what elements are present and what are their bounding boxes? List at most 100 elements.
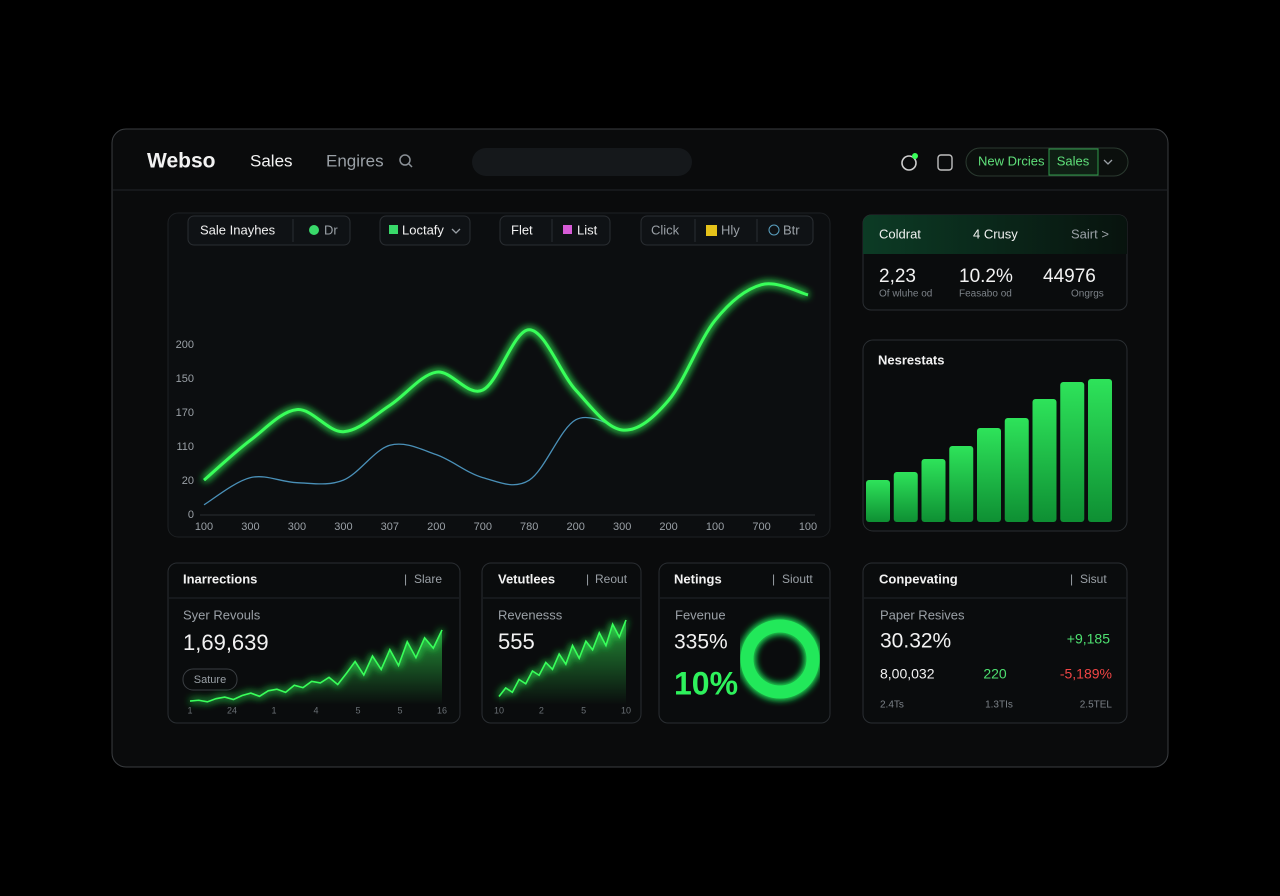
donut-ring [740, 619, 820, 699]
y-tick-label: 170 [176, 407, 194, 419]
x-tick-label: 5 [355, 705, 360, 715]
x-tick-label: 10 [494, 705, 504, 715]
doc-icon[interactable] [937, 154, 953, 171]
button-active[interactable] [1048, 148, 1099, 176]
nav-item[interactable]: Sales [250, 151, 293, 170]
pill-button[interactable] [182, 668, 238, 691]
metric: 220 [983, 666, 1007, 682]
footnote: 1.3TIs [985, 700, 1013, 711]
card-label: Fevenue [675, 607, 726, 622]
pill-button-label[interactable]: Sature [194, 674, 226, 686]
chip-icon [706, 225, 717, 236]
series-line [203, 282, 809, 482]
card-label: Paper Resives [880, 607, 965, 622]
footnote: 2.4Ts [880, 700, 904, 711]
x-tick-label: 1 [187, 705, 192, 715]
tab[interactable]: 4 Crusy [973, 226, 1018, 241]
bar [949, 446, 974, 522]
bar [921, 459, 946, 522]
bar [1060, 382, 1085, 522]
card [862, 562, 1128, 724]
bar [866, 480, 890, 522]
card-action[interactable]: Reout [595, 572, 628, 586]
chip-label[interactable]: Loctafy [402, 222, 444, 237]
card-title: Vetutlees [498, 571, 555, 586]
chip-icon [563, 225, 572, 234]
chip-label[interactable]: Btr [783, 222, 800, 237]
clock-icon[interactable] [901, 153, 918, 171]
nav-item[interactable]: Engires [326, 151, 384, 170]
x-tick-label: 300 [241, 521, 259, 533]
line-chart-card [167, 212, 831, 538]
area-fill [499, 620, 626, 705]
card-action[interactable]: | [772, 572, 775, 586]
chip-label[interactable]: Sale Inayhes [200, 222, 276, 237]
card-label: Syer Revouls [183, 607, 261, 622]
card-title: Nesrestats [878, 352, 945, 367]
stat-value: 44976 [1043, 266, 1096, 287]
card-action[interactable]: | [404, 572, 407, 586]
bar-chart [866, 379, 1112, 522]
dropdown-caret [451, 228, 461, 234]
chip-icon [389, 225, 398, 234]
card-figure: 335% [674, 631, 728, 654]
area-line [498, 619, 627, 697]
card-title: Inarrections [183, 571, 257, 586]
stat-label: Ongrgs [1071, 289, 1104, 300]
x-tick-label: 100 [799, 521, 817, 533]
chip-label[interactable]: Click [651, 222, 680, 237]
sparkline: 1 24 1 4 5 5 16 [187, 629, 447, 715]
x-tick-label: 700 [752, 521, 770, 533]
series-line [203, 416, 623, 506]
stat-value: 10.2% [959, 266, 1013, 287]
metric: -5,189% [1060, 666, 1112, 682]
bar [977, 428, 1001, 522]
card-title: Netings [674, 571, 722, 586]
y-tick-label: 200 [176, 339, 194, 351]
x-tick-label: 307 [381, 521, 399, 533]
chip-label[interactable]: Hly [721, 222, 740, 237]
search-bar[interactable] [472, 148, 692, 176]
button[interactable]: Sales [1057, 153, 1090, 168]
card-title: Conpevating [879, 571, 958, 586]
x-tick-label: 300 [334, 521, 352, 533]
chip[interactable] [379, 215, 471, 246]
chip[interactable] [499, 215, 611, 246]
area-fill [190, 629, 442, 705]
chip-label[interactable]: Flet [511, 222, 533, 237]
stat-label: Feasabo od [959, 289, 1012, 300]
dropdown-caret[interactable] [1103, 159, 1113, 165]
y-tick-label: 20 [182, 475, 194, 487]
x-tick-label: 24 [227, 705, 237, 715]
chip[interactable] [187, 215, 351, 246]
x-tick-label: 5 [397, 705, 402, 715]
x-tick-label: 16 [437, 705, 447, 715]
chip[interactable] [640, 215, 814, 246]
bar [893, 472, 918, 522]
button[interactable]: New Drcies [978, 153, 1045, 168]
card-action[interactable]: Slare [414, 572, 442, 586]
chip-icon [309, 225, 319, 235]
x-tick-label: 780 [520, 521, 538, 533]
chip-label[interactable]: List [577, 222, 598, 237]
x-tick-label: 300 [288, 521, 306, 533]
search-icon[interactable] [399, 154, 413, 168]
x-tick-label: 200 [427, 521, 445, 533]
x-tick-label: 100 [195, 521, 213, 533]
brand: Webso [147, 150, 215, 173]
y-tick-label: 110 [176, 441, 194, 453]
bar [1004, 418, 1029, 522]
card-action[interactable]: | [1070, 572, 1073, 586]
card-action[interactable]: Sisut [1080, 572, 1107, 586]
tab[interactable]: Sairt > [1071, 226, 1109, 241]
x-tick-label: 5 [581, 705, 586, 715]
chip-label[interactable]: Dr [324, 222, 338, 237]
tab[interactable]: Coldrat [879, 226, 921, 241]
x-tick-label: 2 [539, 705, 544, 715]
card-action[interactable]: | [586, 572, 589, 586]
delta: +9,185 [1067, 631, 1110, 647]
sparkline: 10 2 5 10 [494, 619, 631, 715]
x-tick-label: 10 [621, 705, 631, 715]
card-action[interactable]: Sioutt [782, 572, 813, 586]
